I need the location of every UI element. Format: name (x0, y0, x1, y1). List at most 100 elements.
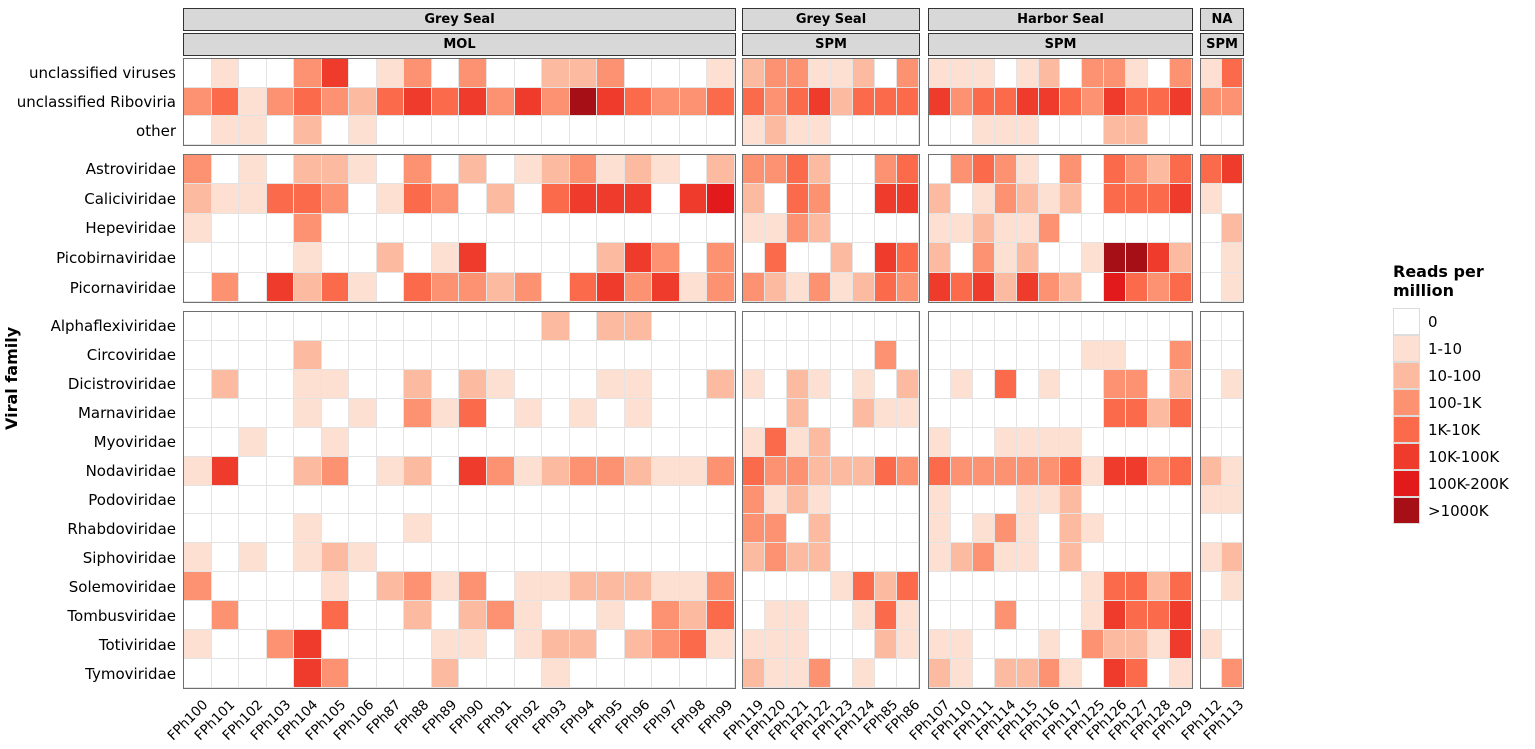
heatmap-cell-Nodaviridae-FPh97 (652, 456, 680, 486)
heatmap-cell-Picobirnaviridae-FPh127 (1126, 243, 1149, 273)
heatmap-cell-Rhabdoviridae-FPh128 (1148, 514, 1171, 544)
heatmap-cell-Nodaviridae-FPh92 (514, 456, 543, 486)
heatmap-cell-Picornaviridae-FPh97 (652, 272, 680, 302)
heatmap-cell-Hepeviridae-FPh93 (542, 213, 570, 244)
heatmap-cell-Alphaflexiviridae-FPh129 (1170, 312, 1192, 341)
heatmap-cell-Tombusviridae-FPh98 (679, 601, 708, 631)
row-label-Alphaflexiviridae: Alphaflexiviridae (50, 316, 176, 335)
heatmap-cell-Astroviridae-FPh110 (950, 155, 973, 185)
heatmap-cell-Tombusviridae-FPh86 (897, 601, 919, 631)
heatmap-cell-Nodaviridae-FPh123 (831, 456, 853, 486)
heatmap-cell-Dicistroviridae-FPh98 (679, 369, 708, 399)
heatmap-cell-Tymoviridae-FPh87 (376, 659, 405, 688)
heatmap-cell-Nodaviridae-FPh89 (431, 456, 460, 486)
heatmap-cell-Caliciviridae-FPh125 (1082, 184, 1105, 214)
heatmap-cell-Astroviridae-FPh115 (1016, 155, 1039, 185)
heatmap-cell-other-FPh110 (950, 116, 973, 145)
heatmap-cell-Astroviridae-FPh98 (679, 155, 708, 185)
heatmap-cell-Tymoviridae-FPh119 (743, 659, 765, 688)
heatmap-cell-Picornaviridae-FPh86 (897, 272, 919, 302)
heatmap-cell-Hepeviridae-FPh90 (459, 213, 488, 244)
heatmap-cell-Tymoviridae-FPh94 (569, 659, 598, 688)
heatmap-cell-Dicistroviridae-FPh115 (1016, 369, 1039, 399)
heatmap-cell-Siphoviridae-FPh85 (875, 543, 897, 573)
heatmap-cell-Nodaviridae-FPh112 (1201, 456, 1222, 486)
heatmap-cell-other-FPh105 (321, 116, 350, 145)
heatmap-cell-Picobirnaviridae-FPh117 (1060, 243, 1083, 273)
heatmap-cell-Picobirnaviridae-FPh87 (376, 243, 405, 273)
heatmap-cell-Tymoviridae-FPh121 (787, 659, 809, 688)
heatmap-cell-Dicistroviridae-FPh96 (624, 369, 653, 399)
heatmap-cell-Caliciviridae-FPh104 (294, 184, 322, 214)
heatmap-cell-Tombusviridae-FPh105 (321, 601, 350, 631)
heatmap-cell-Astroviridae-FPh85 (875, 155, 897, 185)
heatmap-cell-Rhabdoviridae-FPh112 (1201, 514, 1222, 544)
heatmap-cell-Nodaviridae-FPh99 (707, 456, 735, 486)
heatmap-cell-Podoviridae-FPh98 (679, 485, 708, 515)
heatmap-cell-Podoviridae-FPh125 (1082, 485, 1105, 515)
heatmap-cell-Caliciviridae-FPh106 (349, 184, 377, 214)
heatmap-cell-Siphoviridae-FPh114 (994, 543, 1017, 573)
heatmap-cell-Tombusviridae-FPh124 (853, 601, 875, 631)
heatmap-cell-other-FPh87 (376, 116, 405, 145)
heatmap-cell-Podoviridae-FPh85 (875, 485, 897, 515)
heatmap-cell-Myoviridae-FPh94 (569, 427, 598, 457)
heatmap-cell-Myoviridae-FPh124 (853, 427, 875, 457)
heatmap-cell-Tymoviridae-FPh104 (294, 659, 322, 688)
heatmap-cell-Siphoviridae-FPh124 (853, 543, 875, 573)
heatmap-cell-Alphaflexiviridae-FPh127 (1126, 312, 1149, 341)
heatmap-cell-Picobirnaviridae-FPh96 (624, 243, 653, 273)
heatmap-cell-Hepeviridae-FPh101 (211, 213, 240, 244)
heatmap-cell-Circoviridae-FPh96 (624, 340, 653, 370)
legend-title: Reads per million (1393, 262, 1484, 300)
heatmap-cell-Picobirnaviridae-FPh114 (994, 243, 1017, 273)
heatmap-cell-Solemoviridae-FPh124 (853, 572, 875, 602)
heatmap-cell-Astroviridae-FPh125 (1082, 155, 1105, 185)
heatmap-cell-Podoviridae-FPh97 (652, 485, 680, 515)
heatmap-cell-Astroviridae-FPh97 (652, 155, 680, 185)
heatmap-cell-unclassified Riboviria-FPh111 (972, 87, 995, 117)
heatmap-cell-Nodaviridae-FPh90 (459, 456, 488, 486)
heatmap-cell-unclassified Riboviria-FPh97 (652, 87, 680, 117)
heatmap-cell-Dicistroviridae-FPh107 (929, 369, 951, 399)
heatmap-cell-other-FPh95 (597, 116, 625, 145)
heatmap-cell-Circoviridae-FPh114 (994, 340, 1017, 370)
heatmap-cell-Caliciviridae-FPh114 (994, 184, 1017, 214)
heatmap-cell-Totiviridae-FPh93 (542, 630, 570, 660)
heatmap-cell-Circoviridae-FPh90 (459, 340, 488, 370)
heatmap-cell-Dicistroviridae-FPh93 (542, 369, 570, 399)
heatmap-cell-Picobirnaviridae-FPh86 (897, 243, 919, 273)
heatmap-cell-Picobirnaviridae-FPh95 (597, 243, 625, 273)
heatmap-cell-Totiviridae-FPh101 (211, 630, 240, 660)
heatmap-cell-Marnaviridae-FPh129 (1170, 398, 1192, 428)
heatmap-cell-Astroviridae-FPh128 (1148, 155, 1171, 185)
heatmap-cell-Dicistroviridae-FPh127 (1126, 369, 1149, 399)
heatmap-cell-Alphaflexiviridae-FPh98 (679, 312, 708, 341)
heatmap-cell-Tombusviridae-FPh87 (376, 601, 405, 631)
heatmap-cell-Picobirnaviridae-FPh110 (950, 243, 973, 273)
heatmap-cell-Alphaflexiviridae-FPh104 (294, 312, 322, 341)
row-label-Solemoviridae: Solemoviridae (68, 578, 176, 597)
heatmap-cell-Podoviridae-FPh99 (707, 485, 735, 515)
row-label-Nodaviridae: Nodaviridae (85, 461, 176, 480)
heatmap-cell-Astroviridae-FPh119 (743, 155, 765, 185)
heatmap-cell-Nodaviridae-FPh105 (321, 456, 350, 486)
heatmap-cell-Caliciviridae-FPh116 (1038, 184, 1061, 214)
heatmap-cell-Solemoviridae-FPh90 (459, 572, 488, 602)
heatmap-cell-Nodaviridae-FPh110 (950, 456, 973, 486)
heatmap-cell-Hepeviridae-FPh100 (184, 213, 212, 244)
heatmap-cell-Caliciviridae-FPh90 (459, 184, 488, 214)
heatmap-cell-Tombusviridae-FPh123 (831, 601, 853, 631)
heatmap-cell-Marnaviridae-FPh102 (239, 398, 267, 428)
heatmap-cell-unclassified Riboviria-FPh91 (487, 87, 515, 117)
legend: Reads per million 0 1-10 10-100 100-1K 1K-10… (1393, 262, 1535, 524)
heatmap-cell-unclassified viruses-FPh103 (266, 59, 295, 88)
heatmap-cell-Marnaviridae-FPh105 (321, 398, 350, 428)
heatmap-cell-Rhabdoviridae-FPh92 (514, 514, 543, 544)
heatmap-cell-Nodaviridae-FPh116 (1038, 456, 1061, 486)
heatmap-cell-Podoviridae-FPh102 (239, 485, 267, 515)
legend-entry-3: 100-1K (1393, 389, 1535, 416)
heatmap-cell-Myoviridae-FPh90 (459, 427, 488, 457)
heatmap-cell-Nodaviridae-FPh103 (266, 456, 295, 486)
heatmap-cell-Hepeviridae-FPh94 (569, 213, 598, 244)
